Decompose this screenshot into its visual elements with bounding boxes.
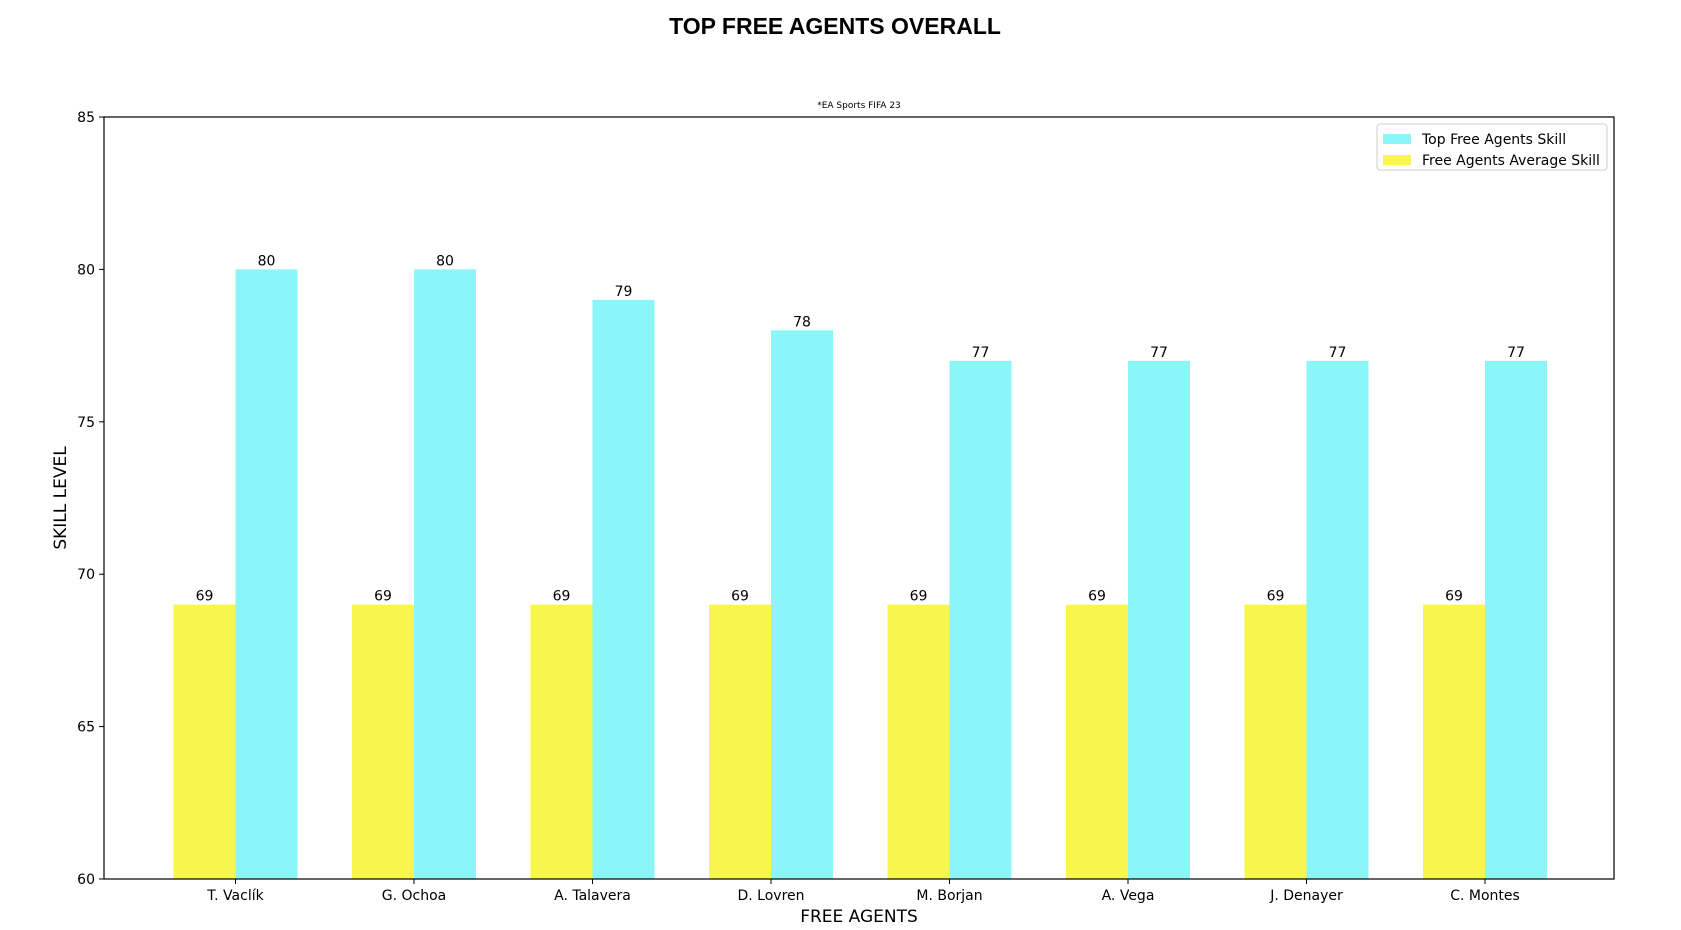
- y-tick-label: 60: [77, 872, 95, 888]
- bar-value-label: 79: [615, 284, 633, 300]
- bar-value-label: 69: [731, 589, 749, 605]
- legend-entry-label: Top Free Agents Skill: [1421, 132, 1566, 148]
- bar: [709, 604, 771, 879]
- legend-swatch: [1383, 134, 1411, 144]
- bar-value-label: 80: [258, 253, 276, 269]
- x-tick-label: D. Lovren: [737, 888, 804, 904]
- legend: Top Free Agents Skill Free Agents Average…: [1376, 123, 1608, 171]
- bar-value-label: 69: [1267, 589, 1285, 605]
- bar-value-label: 77: [972, 345, 990, 361]
- bar-value-label: 69: [1088, 589, 1106, 605]
- bar-value-label: 80: [436, 253, 454, 269]
- bar: [530, 604, 593, 879]
- legend-swatch: [1383, 155, 1411, 165]
- bar-value-label: 69: [1445, 589, 1463, 605]
- x-tick-label: G. Ochoa: [382, 888, 446, 904]
- bar-labels-layer: 69 80 69 80 69 79 69 78 69 77 69 77 69 77 69 77: [196, 253, 1525, 604]
- y-tick-label: 70: [77, 567, 95, 583]
- x-axis: T. Vaclík G. Ochoa A. Talavera D. Lovren M. …: [206, 879, 1520, 904]
- bar: [1066, 604, 1128, 879]
- x-tick-label: A. Talavera: [554, 888, 631, 904]
- plot-area-frame: [103, 116, 1615, 880]
- bar-value-label: 69: [374, 589, 392, 605]
- bar: [414, 269, 476, 879]
- bar: [1244, 604, 1307, 879]
- x-tick-label: T. Vaclík: [206, 888, 264, 904]
- bar: [235, 269, 298, 879]
- bar-value-label: 77: [1507, 345, 1525, 361]
- bar: [592, 299, 655, 879]
- bar: [352, 604, 414, 879]
- y-axis-label: SKILL LEVEL: [51, 446, 71, 550]
- bar: [1485, 360, 1547, 880]
- chart-subtitle: *EA Sports FIFA 23: [817, 101, 901, 111]
- bar: [1423, 604, 1485, 879]
- bar: [173, 604, 236, 879]
- bar-value-label: 69: [910, 589, 928, 605]
- x-tick-label: A. Vega: [1102, 888, 1155, 904]
- legend-frame: [1376, 123, 1608, 171]
- bar-value-label: 69: [553, 589, 571, 605]
- bars-layer: [173, 269, 1547, 880]
- x-axis-label: FREE AGENTS: [800, 907, 918, 927]
- bar: [1128, 360, 1190, 880]
- legend-entry-label: Free Agents Average Skill: [1422, 153, 1600, 169]
- x-tick-label: M. Borjan: [916, 888, 982, 904]
- y-tick-label: 65: [77, 720, 95, 736]
- bar-value-label: 69: [196, 589, 214, 605]
- x-tick-label: C. Montes: [1450, 888, 1520, 904]
- bar: [771, 330, 833, 879]
- x-tick-label: J. Denayer: [1269, 888, 1343, 904]
- y-tick-label: 80: [77, 262, 95, 278]
- y-axis: 60 65 70 75 80 85: [77, 110, 104, 888]
- chart-title: TOP FREE AGENTS OVERALL: [669, 13, 1001, 39]
- bar: [1306, 360, 1369, 880]
- y-tick-label: 85: [77, 110, 95, 126]
- bar-value-label: 77: [1329, 345, 1347, 361]
- bar: [949, 360, 1012, 880]
- bar: [887, 604, 950, 879]
- bar-value-label: 78: [793, 314, 811, 330]
- y-tick-label: 75: [77, 415, 95, 431]
- bar-value-label: 77: [1150, 345, 1168, 361]
